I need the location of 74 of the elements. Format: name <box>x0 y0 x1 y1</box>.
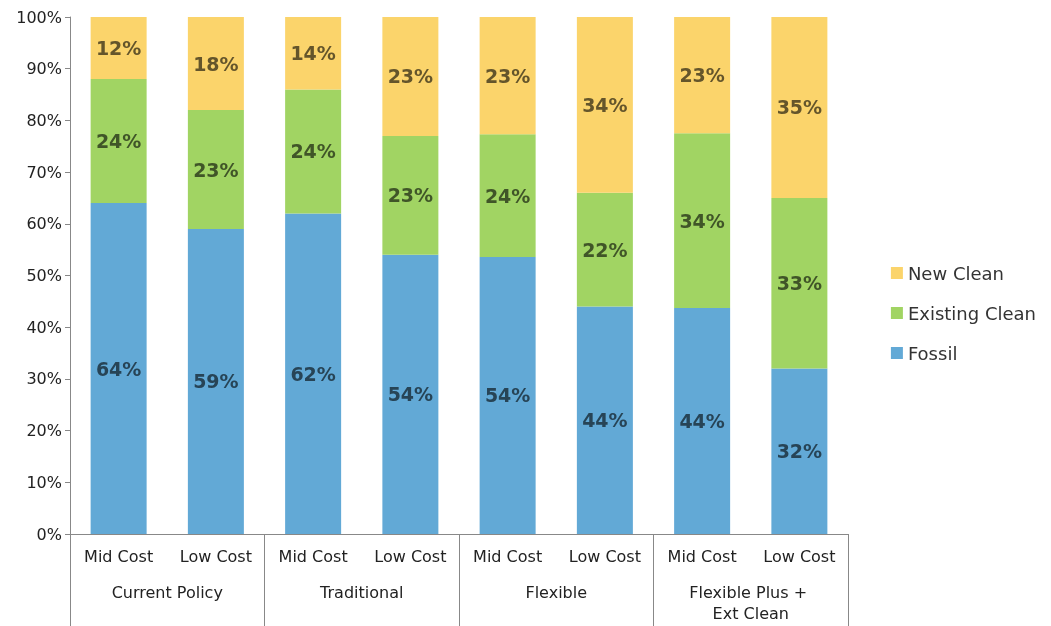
data-label: 23% <box>193 158 239 181</box>
bar <box>479 134 536 257</box>
bar <box>187 228 244 534</box>
text: Traditional <box>319 583 404 602</box>
data-label: 22% <box>582 238 628 261</box>
x-tick-label: Low Cost <box>568 546 641 566</box>
data-label: 44% <box>679 410 725 433</box>
data-label: 14% <box>290 42 336 65</box>
bar <box>382 135 439 255</box>
bar <box>285 17 342 90</box>
data-label: 32% <box>776 440 823 463</box>
bar <box>382 17 439 136</box>
data-label: 62% <box>290 362 336 385</box>
bar <box>187 17 244 111</box>
data-label: 23% <box>387 65 434 88</box>
x-tick-label: Low Cost <box>179 546 252 566</box>
legend-label: Fossil <box>907 342 958 364</box>
x-tick-label: Low Cost <box>763 546 836 566</box>
text: Flexible Plus + Ext Clean <box>689 583 813 623</box>
x-tick-label: Mid Cost <box>278 546 348 566</box>
data-label: 23% <box>387 184 434 207</box>
data-label: 23% <box>484 64 531 87</box>
data-label: 18% <box>193 52 239 75</box>
data-label: 35% <box>776 96 823 119</box>
bar <box>771 17 828 198</box>
x-tick-label: Mid Cost <box>84 546 154 566</box>
y-tick-label: 40% <box>26 317 62 337</box>
bar <box>90 17 147 80</box>
y-tick-label: 100% <box>16 7 62 27</box>
x-tick-label: Low Cost <box>374 546 447 566</box>
y-tick-label: 90% <box>26 59 62 79</box>
data-label: 59% <box>193 370 239 393</box>
bar <box>90 203 147 534</box>
y-tick-label: 10% <box>26 472 62 492</box>
data-label: 33% <box>776 272 823 295</box>
y-tick-label: 20% <box>26 421 62 441</box>
bar <box>771 368 828 534</box>
text: Current Policy <box>111 583 223 602</box>
data-label: 24% <box>290 140 336 163</box>
x-tick-label: Mid Cost <box>667 546 737 566</box>
y-tick-label: 30% <box>26 369 62 389</box>
data-label: 23% <box>679 64 725 87</box>
bar <box>285 213 342 534</box>
bar <box>576 192 633 307</box>
data-label: 24% <box>484 184 531 207</box>
bar <box>479 256 536 534</box>
data-label: 44% <box>582 409 628 432</box>
text: Flexible <box>525 583 588 602</box>
y-tick-label: 0% <box>36 524 62 544</box>
bar <box>576 17 633 193</box>
y-tick-label: 70% <box>26 162 62 182</box>
data-label: 54% <box>484 384 531 407</box>
bar <box>674 308 731 534</box>
bar <box>90 79 147 204</box>
bar <box>285 89 342 214</box>
x-tick-label: Mid Cost <box>473 546 543 566</box>
bar <box>576 306 633 534</box>
data-label: 24% <box>95 130 142 153</box>
data-label: 12% <box>95 37 142 60</box>
legend-label: Existing Clean <box>907 302 1037 324</box>
data-label: 34% <box>582 93 628 116</box>
y-tick-label: 50% <box>26 266 62 285</box>
y-tick-label: 60% <box>26 214 62 234</box>
bar <box>674 17 731 134</box>
y-tick-label: 80% <box>26 110 62 130</box>
bar <box>479 17 536 135</box>
bar <box>771 197 828 369</box>
legend-label: New Clean <box>907 262 1004 284</box>
bar <box>674 133 731 309</box>
bar <box>187 110 244 229</box>
data-label: 34% <box>679 209 725 232</box>
data-label: 64% <box>95 357 142 380</box>
bar <box>382 254 439 534</box>
data-label: 54% <box>387 383 434 406</box>
